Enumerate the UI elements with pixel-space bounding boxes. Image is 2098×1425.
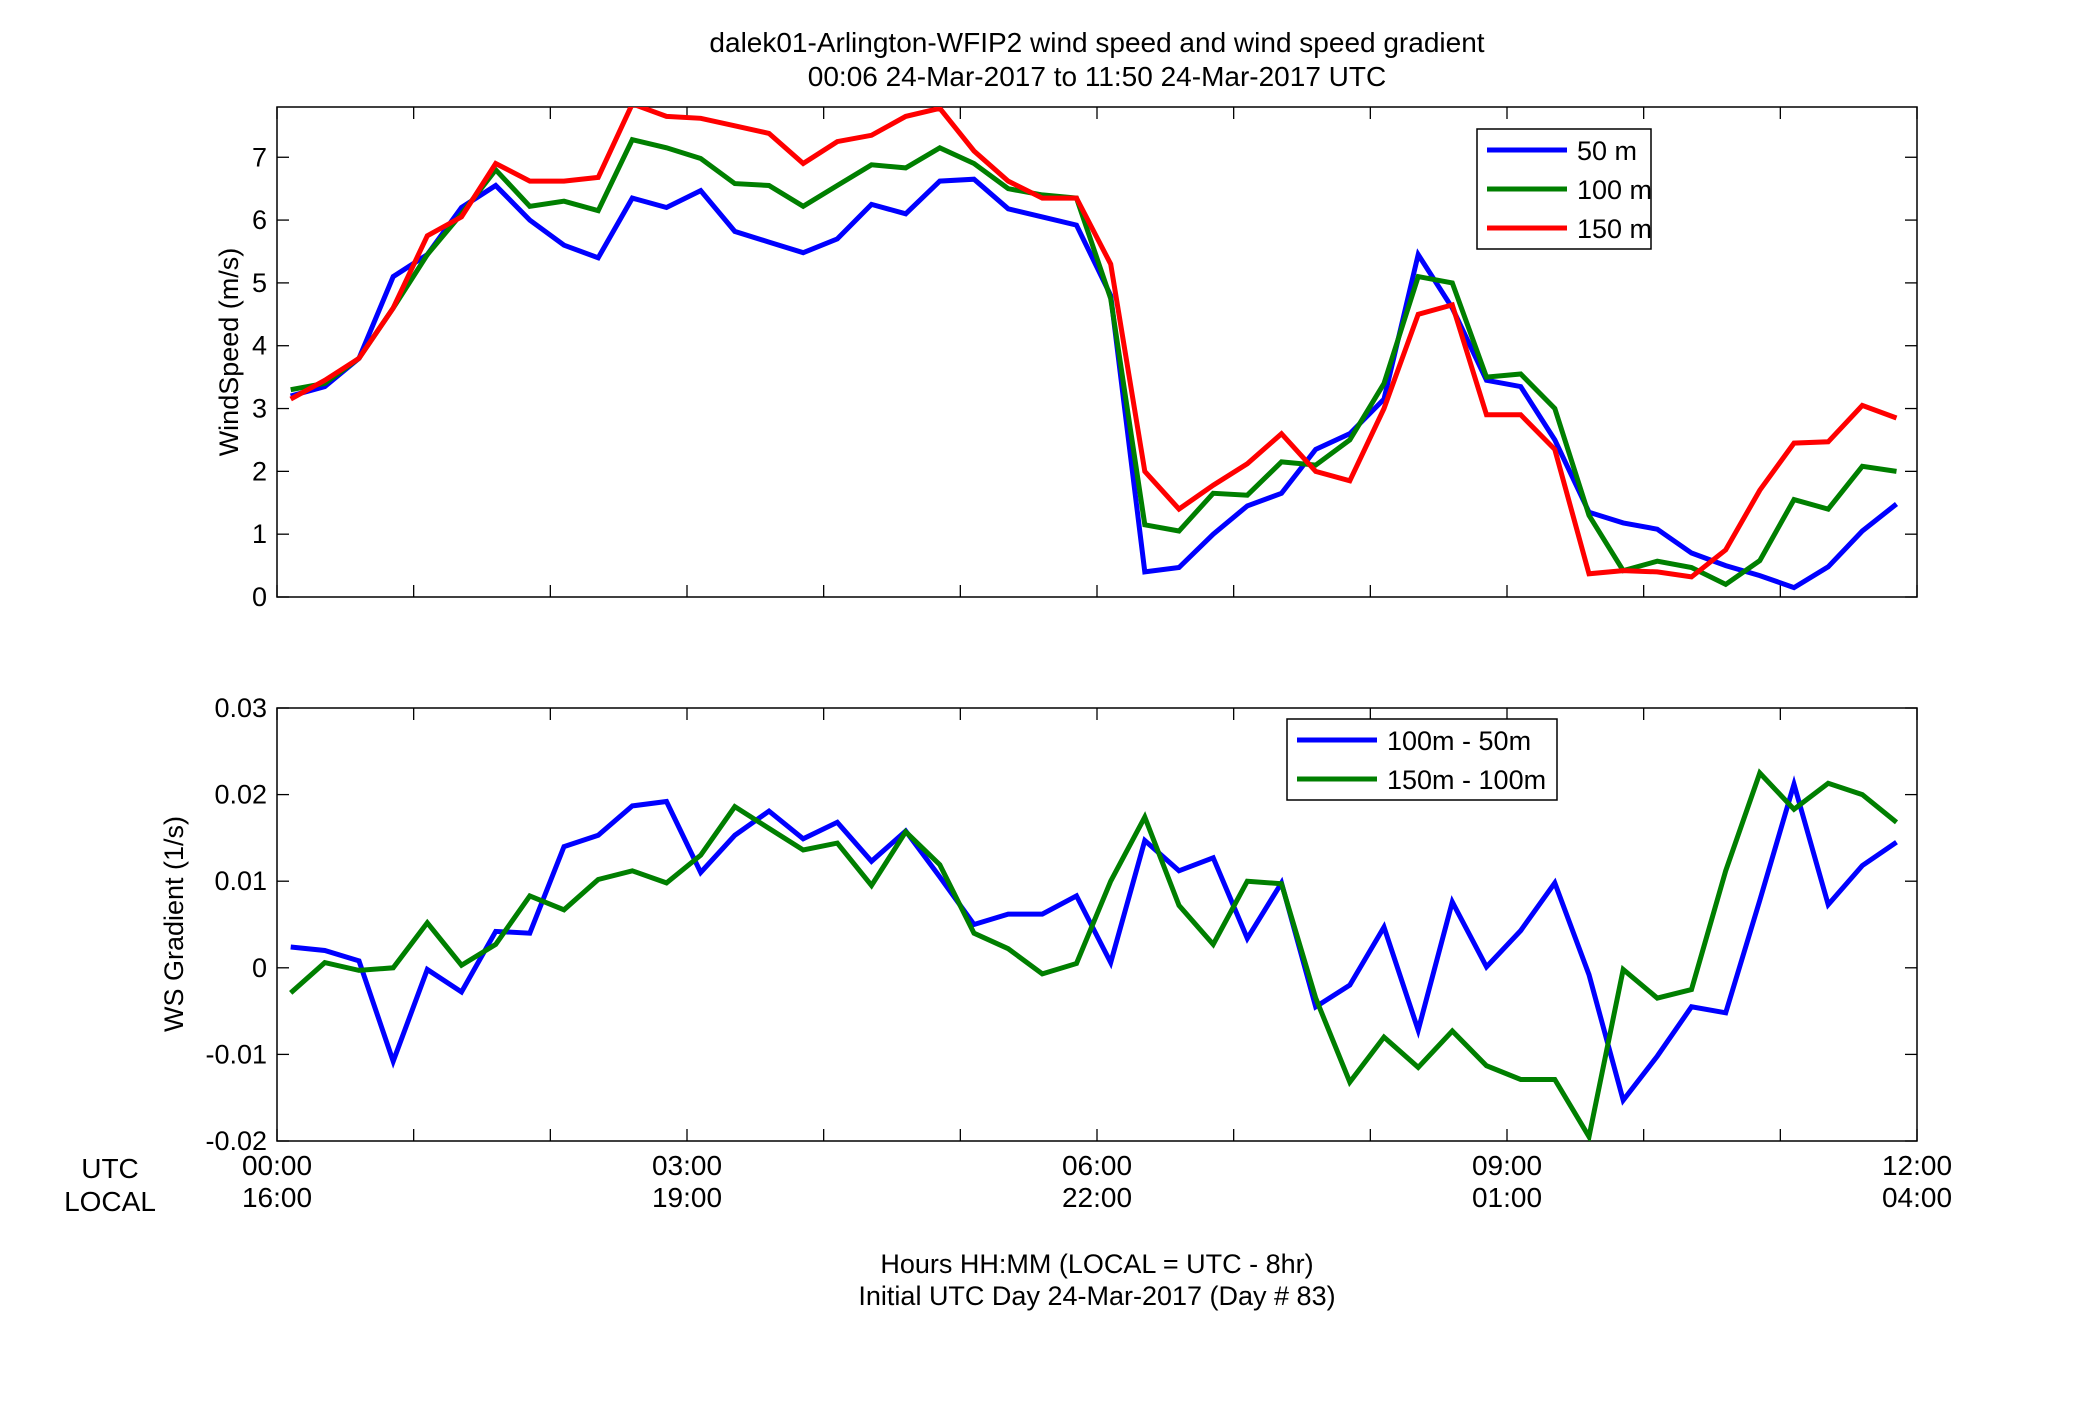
x-tick-label-local: 16:00 bbox=[242, 1182, 312, 1213]
y-tick-label: 4 bbox=[252, 331, 267, 361]
y-tick-label: 5 bbox=[252, 268, 267, 298]
x-axis-label-line2: Initial UTC Day 24-Mar-2017 (Day # 83) bbox=[858, 1281, 1335, 1311]
windspeed-series-lines bbox=[289, 107, 1899, 591]
legend-label-100m-50m: 100m - 50m bbox=[1387, 726, 1531, 756]
y-tick-label: 0 bbox=[252, 582, 267, 612]
y-tick-label: 0.01 bbox=[214, 866, 267, 896]
x-tick-labels-local: 16:00 19:00 22:00 01:00 04:00 bbox=[242, 1182, 1952, 1213]
utc-row-label: UTC bbox=[81, 1153, 139, 1184]
gradient-panel: -0.02 -0.01 0 0.01 0.02 0.03 WS Gradient (1/s… bbox=[159, 693, 1918, 1156]
legend-label-150m: 150 m bbox=[1577, 214, 1652, 244]
x-tick-label-local: 01:00 bbox=[1472, 1182, 1542, 1213]
gradient-legend-box bbox=[1286, 718, 1558, 801]
windspeed-legend: 50 m 100 m 150 m bbox=[1476, 128, 1652, 250]
x-tick-label-utc: 12:00 bbox=[1882, 1150, 1952, 1181]
y-tick-label: 7 bbox=[252, 142, 267, 172]
gradient-y-ticks: -0.02 -0.01 0 0.01 0.02 0.03 bbox=[205, 693, 1917, 1156]
y-tick-label: 1 bbox=[252, 519, 267, 549]
gradient-axes-box bbox=[276, 707, 1918, 1142]
gradient-x-ticks bbox=[276, 708, 1918, 1141]
gradient-100m-50m-line bbox=[290, 775, 1898, 1106]
y-tick-label: 0 bbox=[252, 953, 267, 983]
x-tick-label-local: 22:00 bbox=[1062, 1182, 1132, 1213]
windspeed-panel: 0 1 2 3 4 5 6 7 WindSpeed (m/s) 50 m 100 m 150 … bbox=[214, 106, 1918, 612]
y-tick-label: 6 bbox=[252, 205, 267, 235]
windspeed-y-ticks: 0 1 2 3 4 5 6 7 bbox=[252, 142, 1917, 612]
y-tick-label: 2 bbox=[252, 456, 267, 486]
windspeed-x-ticks bbox=[276, 107, 1918, 597]
x-axis-label-line1: Hours HH:MM (LOCAL = UTC - 8hr) bbox=[880, 1249, 1313, 1279]
legend-label-100m: 100 m bbox=[1577, 175, 1652, 205]
gradient-legend: 100m - 50m 150m - 100m bbox=[1286, 718, 1558, 801]
x-tick-labels-utc: 00:00 03:00 06:00 09:00 12:00 bbox=[242, 1150, 1952, 1181]
y-tick-label: -0.01 bbox=[205, 1039, 267, 1069]
x-tick-label-utc: 00:00 bbox=[242, 1150, 312, 1181]
x-tick-label-local: 19:00 bbox=[652, 1182, 722, 1213]
x-tick-label-local: 04:00 bbox=[1882, 1182, 1952, 1213]
y-tick-label: 0.02 bbox=[214, 780, 267, 810]
y-tick-label: -0.02 bbox=[205, 1126, 267, 1156]
local-row-label: LOCAL bbox=[64, 1186, 156, 1217]
legend-label-150m-100m: 150m - 100m bbox=[1387, 765, 1546, 795]
figure-title-line2: 00:06 24-Mar-2017 to 11:50 24-Mar-2017 U… bbox=[808, 61, 1386, 92]
x-tick-label-utc: 09:00 bbox=[1472, 1150, 1542, 1181]
gradient-y-axis-label: WS Gradient (1/s) bbox=[159, 816, 189, 1032]
y-tick-label: 0.03 bbox=[214, 693, 267, 723]
legend-label-50m: 50 m bbox=[1577, 136, 1637, 166]
windspeed-y-axis-label: WindSpeed (m/s) bbox=[214, 248, 244, 457]
windspeed-150m-line bbox=[289, 107, 1898, 580]
gradient-series-lines bbox=[289, 768, 1899, 1141]
y-tick-label: 3 bbox=[252, 394, 267, 424]
gradient-150m-100m-line bbox=[289, 768, 1899, 1141]
windspeed-50m-line bbox=[290, 176, 1899, 591]
windspeed-axes-box bbox=[276, 106, 1918, 598]
x-tick-label-utc: 06:00 bbox=[1062, 1150, 1132, 1181]
x-tick-label-utc: 03:00 bbox=[652, 1150, 722, 1181]
figure-title-line1: dalek01-Arlington-WFIP2 wind speed and w… bbox=[709, 27, 1484, 58]
